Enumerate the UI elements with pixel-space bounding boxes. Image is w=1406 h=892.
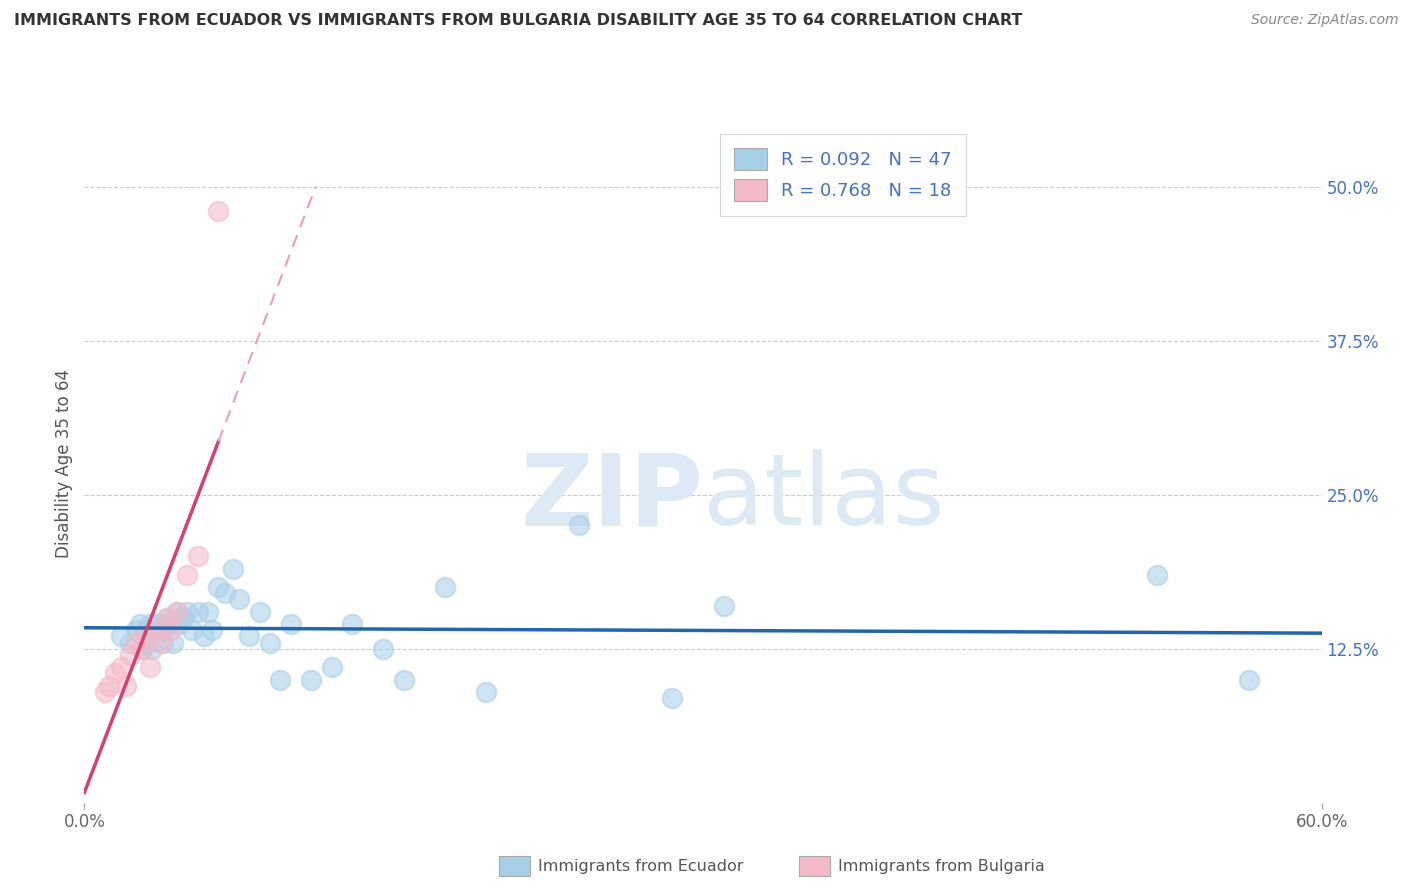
Point	[167, 617, 190, 632]
Point	[160, 617, 183, 632]
Point	[207, 580, 229, 594]
Point	[392, 673, 415, 687]
Point	[118, 635, 141, 649]
Point	[98, 679, 121, 693]
Point	[160, 624, 183, 638]
Legend: R = 0.092   N = 47, R = 0.768   N = 18: R = 0.092 N = 47, R = 0.768 N = 18	[720, 134, 966, 216]
Text: atlas: atlas	[703, 450, 945, 546]
Point	[114, 679, 136, 693]
Point	[222, 561, 245, 575]
Point	[149, 635, 172, 649]
Text: Immigrants from Bulgaria: Immigrants from Bulgaria	[838, 859, 1045, 873]
Point	[94, 685, 117, 699]
Point	[162, 635, 184, 649]
Point	[321, 660, 343, 674]
Point	[342, 617, 364, 632]
Text: ZIP: ZIP	[520, 450, 703, 546]
Point	[238, 629, 260, 643]
Text: IMMIGRANTS FROM ECUADOR VS IMMIGRANTS FROM BULGARIA DISABILITY AGE 35 TO 64 CORR: IMMIGRANTS FROM ECUADOR VS IMMIGRANTS FR…	[14, 13, 1022, 29]
Point	[139, 660, 162, 674]
Point	[135, 624, 157, 638]
Point	[145, 624, 167, 638]
Point	[299, 673, 322, 687]
Y-axis label: Disability Age 35 to 64: Disability Age 35 to 64	[55, 369, 73, 558]
Point	[180, 624, 202, 638]
Point	[104, 666, 127, 681]
Point	[131, 641, 153, 656]
Point	[373, 641, 395, 656]
Point	[110, 660, 132, 674]
Point	[187, 549, 209, 564]
Point	[568, 518, 591, 533]
Point	[135, 635, 157, 649]
Point	[172, 611, 194, 625]
Point	[197, 605, 219, 619]
Point	[129, 617, 152, 632]
Point	[1239, 673, 1261, 687]
Point	[259, 635, 281, 649]
Point	[152, 635, 174, 649]
Point	[125, 635, 148, 649]
Point	[207, 204, 229, 219]
Point	[156, 611, 179, 625]
Point	[149, 624, 172, 638]
Point	[110, 629, 132, 643]
Point	[152, 617, 174, 632]
Point	[176, 605, 198, 619]
Point	[228, 592, 250, 607]
Point	[125, 624, 148, 638]
Point	[249, 605, 271, 619]
Text: Immigrants from Ecuador: Immigrants from Ecuador	[538, 859, 744, 873]
Point	[176, 567, 198, 582]
Point	[1146, 567, 1168, 582]
Point	[280, 617, 302, 632]
Point	[214, 586, 236, 600]
Point	[201, 624, 224, 638]
Point	[434, 580, 457, 594]
Point	[141, 641, 163, 656]
Text: Source: ZipAtlas.com: Source: ZipAtlas.com	[1251, 13, 1399, 28]
Point	[118, 648, 141, 662]
Point	[156, 611, 179, 625]
Point	[713, 599, 735, 613]
Point	[475, 685, 498, 699]
Point	[269, 673, 291, 687]
Point	[156, 617, 179, 632]
Point	[145, 617, 167, 632]
Point	[661, 691, 683, 706]
Point	[187, 605, 209, 619]
Point	[139, 617, 162, 632]
Point	[166, 605, 188, 619]
Point	[193, 629, 215, 643]
Point	[166, 605, 188, 619]
Point	[131, 641, 153, 656]
Point	[135, 629, 157, 643]
